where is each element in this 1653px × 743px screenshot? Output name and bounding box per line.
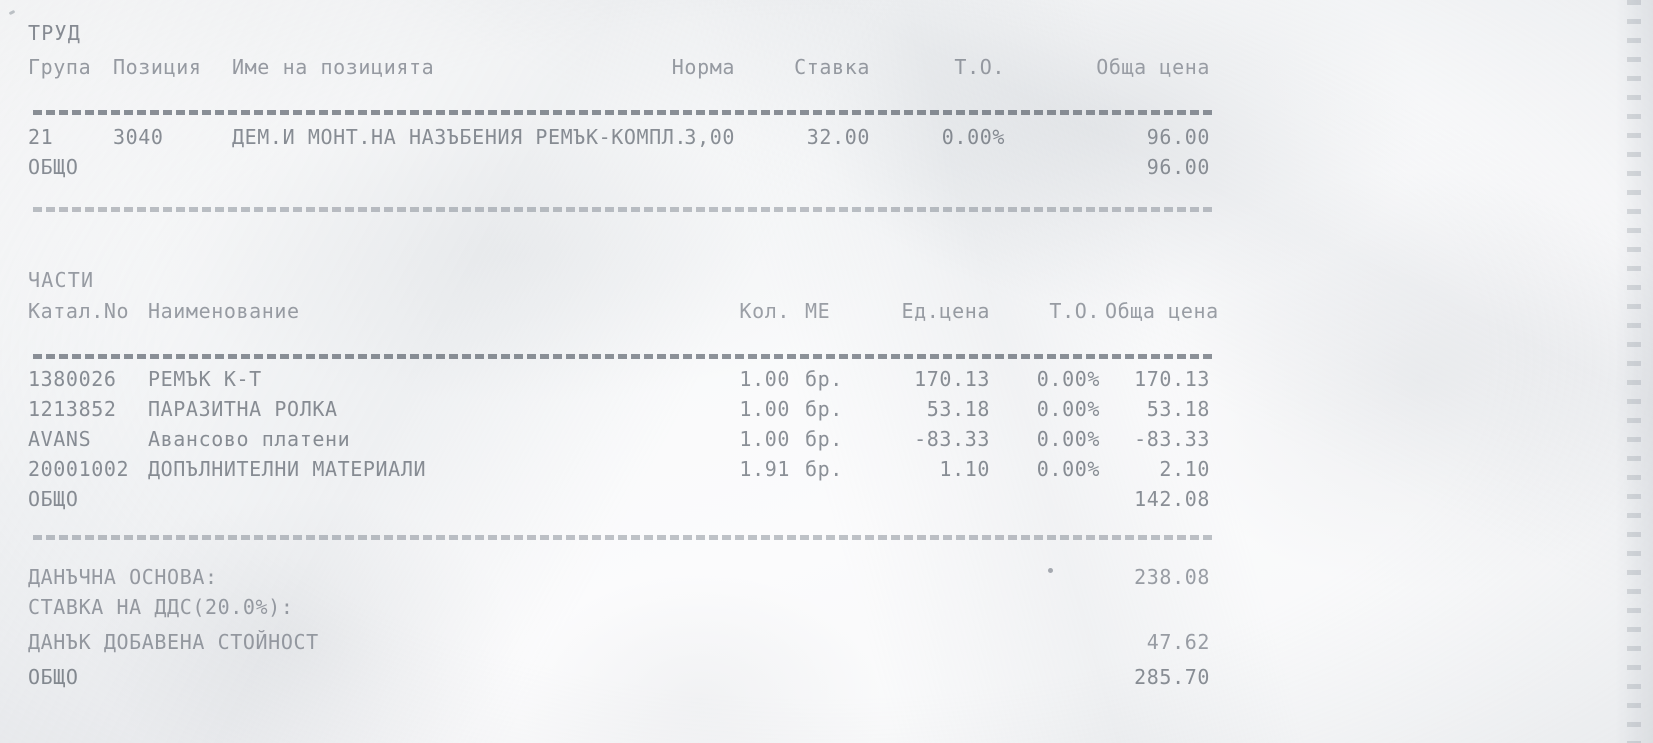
parts-row: AVANS Авансово платени 1.00 бр. -83.33 0… [0,424,1260,454]
parts-row-discount: 0.00% [1036,367,1100,391]
summary-row-grand-total: ОБЩО 285.70 [0,662,1260,692]
parts-section-title-text: ЧАСТИ [28,268,95,292]
labor-total-label: ОБЩО [28,155,79,179]
summary-value-tax-base: 238.08 [1134,565,1210,589]
parts-row-catalog-no: 1213852 [28,397,117,421]
parts-row-catalog-no: AVANS [28,427,92,451]
parts-header-catalog-no: Катал.No [28,299,130,323]
labor-header-discount: Т.О. [954,55,1005,79]
labor-section-title-text: ТРУД [28,21,81,45]
labor-row-norm: 3,00 [684,125,735,149]
perforated-edge [1627,0,1641,743]
labor-total-value: 96.00 [1146,155,1210,179]
parts-row-unit-price: 1.10 [939,457,990,481]
labor-header-name: Име на позицията [232,55,435,79]
summary-row-vat-amount: ДАНЪК ДОБАВЕНА СТОЙНОСТ 47.62 [0,627,1260,657]
summary-label-grand-total: ОБЩО [28,665,79,689]
parts-row-unit: бр. [805,427,843,451]
parts-row-discount: 0.00% [1036,457,1100,481]
stray-ink-dot [1048,568,1053,573]
parts-row-qty: 1.91 [739,457,790,481]
parts-row-qty: 1.00 [739,367,790,391]
summary-value-grand-total: 285.70 [1134,665,1210,689]
parts-total-label: ОБЩО [28,487,79,511]
labor-row-position: 3040 [113,125,164,149]
labor-header-row: Група Позиция Име на позицията Норма Ста… [0,52,1260,82]
parts-row-total: 2.10 [1159,457,1210,481]
labor-header-divider [33,110,1213,115]
labor-row: 21 3040 ДЕМ.И МОНТ.НА НАЗЪБЕНИЯ РЕМЪК-КО… [0,122,1260,152]
parts-header-discount: Т.О. [1049,299,1100,323]
labor-section-divider [33,207,1213,212]
parts-row-qty: 1.00 [739,427,790,451]
parts-row-total: 53.18 [1146,397,1210,421]
parts-header-name: Наименование [148,299,300,323]
summary-label-vat-amount: ДАНЪК ДОБАВЕНА СТОЙНОСТ [28,630,319,654]
labor-header-position: Позиция [113,55,202,79]
summary-label-tax-base: ДАНЪЧНА ОСНОВА: [28,565,218,589]
parts-row: 20001002 ДОПЪЛНИТЕЛНИ МАТЕРИАЛИ 1.91 бр.… [0,454,1260,484]
parts-section-title: ЧАСТИ [0,265,1260,295]
parts-row-name: РЕМЪК К-Т [148,367,262,391]
parts-row-unit: бр. [805,397,843,421]
parts-row-discount: 0.00% [1036,397,1100,421]
parts-row-unit-price: 170.13 [914,367,990,391]
labor-row-total: 96.00 [1146,125,1210,149]
labor-header-norm: Норма [671,55,735,79]
summary-value-vat-amount: 47.62 [1146,630,1210,654]
parts-row-unit-price: -83.33 [914,427,990,451]
summary-row-tax-base: ДАНЪЧНА ОСНОВА: 238.08 [0,562,1260,592]
parts-row: 1213852 ПАРАЗИТНА РОЛКА 1.00 бр. 53.18 0… [0,394,1260,424]
parts-header-unit: МЕ [805,299,831,323]
parts-row-unit: бр. [805,457,843,481]
labor-row-name: ДЕМ.И МОНТ.НА НАЗЪБЕНИЯ РЕМЪК-КОМПЛ. [232,125,688,149]
labor-row-discount: 0.00% [941,125,1005,149]
parts-header-qty: Кол. [739,299,790,323]
parts-header-divider [33,354,1213,359]
labor-total-row: ОБЩО 96.00 [0,152,1260,182]
parts-row-name: ПАРАЗИТНА РОЛКА [148,397,338,421]
parts-row-unit: бр. [805,367,843,391]
parts-row: 1380026 РЕМЪК К-Т 1.00 бр. 170.13 0.00% … [0,364,1260,394]
summary-label-vat-rate: СТАВКА НА ДДС(20.0%): [28,595,294,619]
labor-header-group: Група [28,55,92,79]
parts-row-total: 170.13 [1134,367,1210,391]
parts-row-qty: 1.00 [739,397,790,421]
summary-row-vat-rate: СТАВКА НА ДДС(20.0%): [0,592,1260,622]
parts-row-catalog-no: 20001002 [28,457,130,481]
parts-section-divider [33,535,1213,540]
labor-header-rate: Ставка [794,55,870,79]
labor-row-group: 21 [28,125,54,149]
parts-header-unit-price: Ед.цена [901,299,990,323]
parts-row-discount: 0.00% [1036,427,1100,451]
parts-total-row: ОБЩО 142.08 [0,484,1260,514]
parts-row-name: ДОПЪЛНИТЕЛНИ МАТЕРИАЛИ [148,457,427,481]
parts-row-catalog-no: 1380026 [28,367,117,391]
labor-row-rate: 32.00 [806,125,870,149]
parts-header-row: Катал.No Наименование Кол. МЕ Ед.цена Т.… [0,296,1260,326]
labor-section-title: ТРУД [0,18,1260,48]
parts-header-total: Обща цена [1105,299,1219,323]
parts-total-value: 142.08 [1134,487,1210,511]
parts-row-name: Авансово платени [148,427,351,451]
parts-row-total: -83.33 [1134,427,1210,451]
parts-row-unit-price: 53.18 [926,397,990,421]
labor-header-total: Обща цена [1096,55,1210,79]
